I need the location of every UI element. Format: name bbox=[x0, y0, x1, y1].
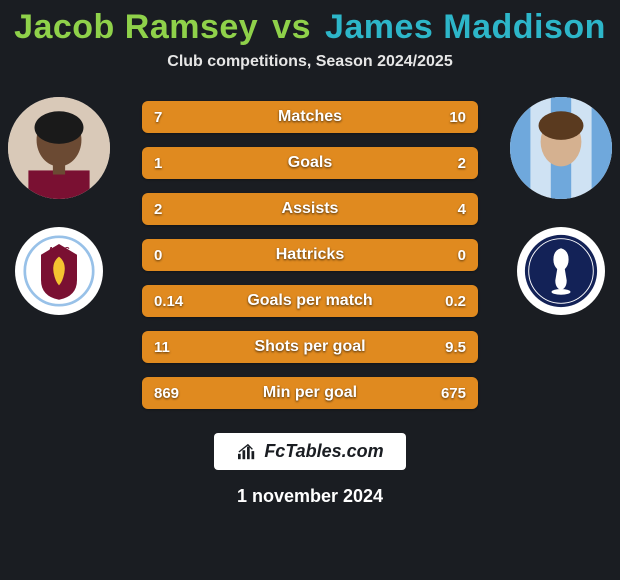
stat-value-right: 4 bbox=[458, 201, 466, 218]
stat-value-left: 1 bbox=[154, 155, 162, 172]
player2-avatar-graphic bbox=[510, 97, 612, 199]
player2-team-badge bbox=[517, 227, 605, 315]
stat-value-right: 0.2 bbox=[445, 293, 466, 310]
player1-column: AVFC bbox=[8, 97, 110, 315]
stat-value-right: 9.5 bbox=[445, 339, 466, 356]
comparison-body: AVFC 7Matches101Goals22Assists40Hattr bbox=[0, 97, 620, 409]
stat-row: 1Goals2 bbox=[142, 147, 478, 179]
stat-value-left: 869 bbox=[154, 385, 179, 402]
stat-label: Goals per match bbox=[142, 292, 478, 310]
stat-value-right: 2 bbox=[458, 155, 466, 172]
stat-value-right: 10 bbox=[449, 109, 466, 126]
site-logo[interactable]: FcTables.com bbox=[214, 433, 405, 470]
stat-row: 0Hattricks0 bbox=[142, 239, 478, 271]
stat-row: 7Matches10 bbox=[142, 101, 478, 133]
player2-team-badge-graphic bbox=[523, 233, 599, 309]
svg-text:AVFC: AVFC bbox=[48, 246, 70, 255]
stat-label: Goals bbox=[142, 154, 478, 172]
stat-row: 869Min per goal675 bbox=[142, 377, 478, 409]
stat-row: 11Shots per goal9.5 bbox=[142, 331, 478, 363]
stat-value-left: 11 bbox=[154, 339, 170, 356]
stat-bars: 7Matches101Goals22Assists40Hattricks00.1… bbox=[142, 97, 478, 409]
stat-label: Min per goal bbox=[142, 384, 478, 402]
stat-label: Matches bbox=[142, 108, 478, 126]
stat-row: 2Assists4 bbox=[142, 193, 478, 225]
stat-label: Assists bbox=[142, 200, 478, 218]
player1-team-badge: AVFC bbox=[15, 227, 103, 315]
stat-value-right: 0 bbox=[458, 247, 466, 264]
stat-value-left: 2 bbox=[154, 201, 162, 218]
stat-value-left: 0 bbox=[154, 247, 162, 264]
stat-value-left: 0.14 bbox=[154, 293, 183, 310]
stat-label: Hattricks bbox=[142, 246, 478, 264]
player2-avatar bbox=[510, 97, 612, 199]
stat-label: Shots per goal bbox=[142, 338, 478, 356]
vs-text: vs bbox=[272, 8, 311, 46]
player2-column bbox=[510, 97, 612, 315]
subtitle: Club competitions, Season 2024/2025 bbox=[0, 53, 620, 71]
date-label: 1 november 2024 bbox=[237, 486, 383, 507]
site-label: FcTables.com bbox=[264, 441, 383, 462]
stat-value-right: 675 bbox=[441, 385, 466, 402]
player1-name: Jacob Ramsey bbox=[14, 8, 258, 46]
stat-row: 0.14Goals per match0.2 bbox=[142, 285, 478, 317]
chart-icon bbox=[236, 443, 258, 461]
player1-avatar-graphic bbox=[8, 97, 110, 199]
footer: FcTables.com 1 november 2024 bbox=[0, 433, 620, 507]
player2-name: James Maddison bbox=[325, 8, 606, 46]
player1-team-badge-graphic: AVFC bbox=[23, 235, 95, 307]
comparison-title: Jacob Ramsey vs James Maddison bbox=[0, 0, 620, 47]
stat-value-left: 7 bbox=[154, 109, 162, 126]
player1-avatar bbox=[8, 97, 110, 199]
